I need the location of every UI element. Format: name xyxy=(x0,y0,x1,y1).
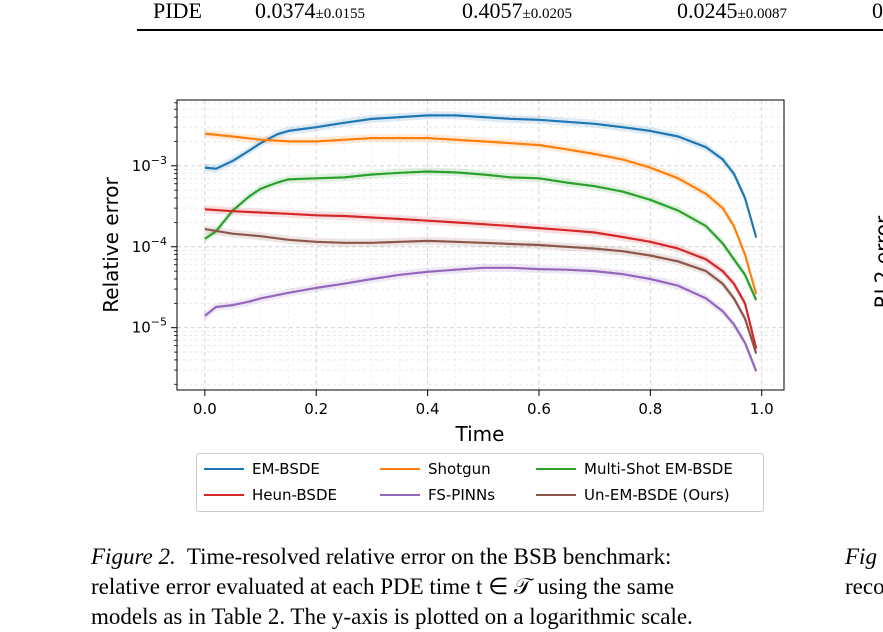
right-figure-ylabel: RL2 error xyxy=(870,215,883,309)
y-tick-label: 10−5 xyxy=(132,316,167,337)
caption-line-1: Figure 2. Time-resolved relative error o… xyxy=(91,544,672,569)
relative-error-chart: 10−5 10−4 10−3 0.0 0.2 0.4 0.6 0.8 1.0 Time Rela… xyxy=(99,99,785,446)
chart-legend: EM-BSDE Shotgun Multi-Shot EM-BSDE Heun-… xyxy=(196,453,764,512)
series-line xyxy=(204,208,758,349)
caption-line-3: models as in Table 2. The y-axis is plot… xyxy=(91,604,693,629)
legend-item: Heun-BSDE xyxy=(204,486,337,504)
x-tick-label: 0.8 xyxy=(638,400,662,418)
legend-item: FS-PINNs xyxy=(380,486,495,504)
table-row: PIDE 0.0374±0.0155 0.4057±0.0205 0.0245±… xyxy=(0,0,883,34)
right-figure-caption: Fig reco xyxy=(845,544,883,599)
series-line xyxy=(204,228,758,354)
y-tick-label: 10−4 xyxy=(132,235,167,256)
series-line xyxy=(204,266,758,372)
table-value-cell: 0.0374±0.0155 xyxy=(255,0,365,23)
legend-item: Multi-Shot EM-BSDE xyxy=(536,460,733,478)
error-bands xyxy=(204,111,757,376)
error-band xyxy=(204,225,757,358)
legend-swatch xyxy=(380,467,420,470)
table-method-cell: PIDE xyxy=(153,0,202,23)
series-line xyxy=(204,114,758,238)
legend-item: Shotgun xyxy=(380,460,491,478)
axis-ticks: 10−5 10−4 10−3 0.0 0.2 0.4 0.6 0.8 1.0 xyxy=(132,102,774,418)
x-axis-label: Time xyxy=(455,422,505,446)
caption-line-2: relative error evaluated at each PDE tim… xyxy=(91,574,675,599)
y-tick-label: 10−3 xyxy=(132,154,167,175)
table-rule xyxy=(137,29,883,31)
legend-item: EM-BSDE xyxy=(204,460,320,478)
table-value-cell: 0 xyxy=(872,0,883,23)
x-tick-label: 0.2 xyxy=(304,400,328,418)
legend-swatch xyxy=(204,467,244,470)
table-value-cell: 0.4057±0.0205 xyxy=(462,0,572,23)
x-tick-label: 0.4 xyxy=(416,400,440,418)
y-axis-label: Relative error xyxy=(99,177,123,313)
series-line xyxy=(204,132,758,295)
x-tick-label: 0.6 xyxy=(527,400,551,418)
legend-swatch xyxy=(536,493,576,496)
legend-swatch xyxy=(380,493,420,496)
legend-item: Un-EM-BSDE (Ours) xyxy=(536,486,730,504)
plot-frame xyxy=(176,99,785,391)
x-tick-label: 0.0 xyxy=(193,400,217,418)
legend-swatch xyxy=(536,467,576,470)
table-value-cell: 0.0245±0.0087 xyxy=(677,0,787,23)
x-tick-label: 1.0 xyxy=(750,400,774,418)
series-lines xyxy=(204,114,758,372)
figure-caption: Figure 2. Time-resolved relative error o… xyxy=(91,542,801,632)
series-line xyxy=(204,170,758,301)
legend-swatch xyxy=(204,493,244,496)
error-band xyxy=(204,263,757,376)
